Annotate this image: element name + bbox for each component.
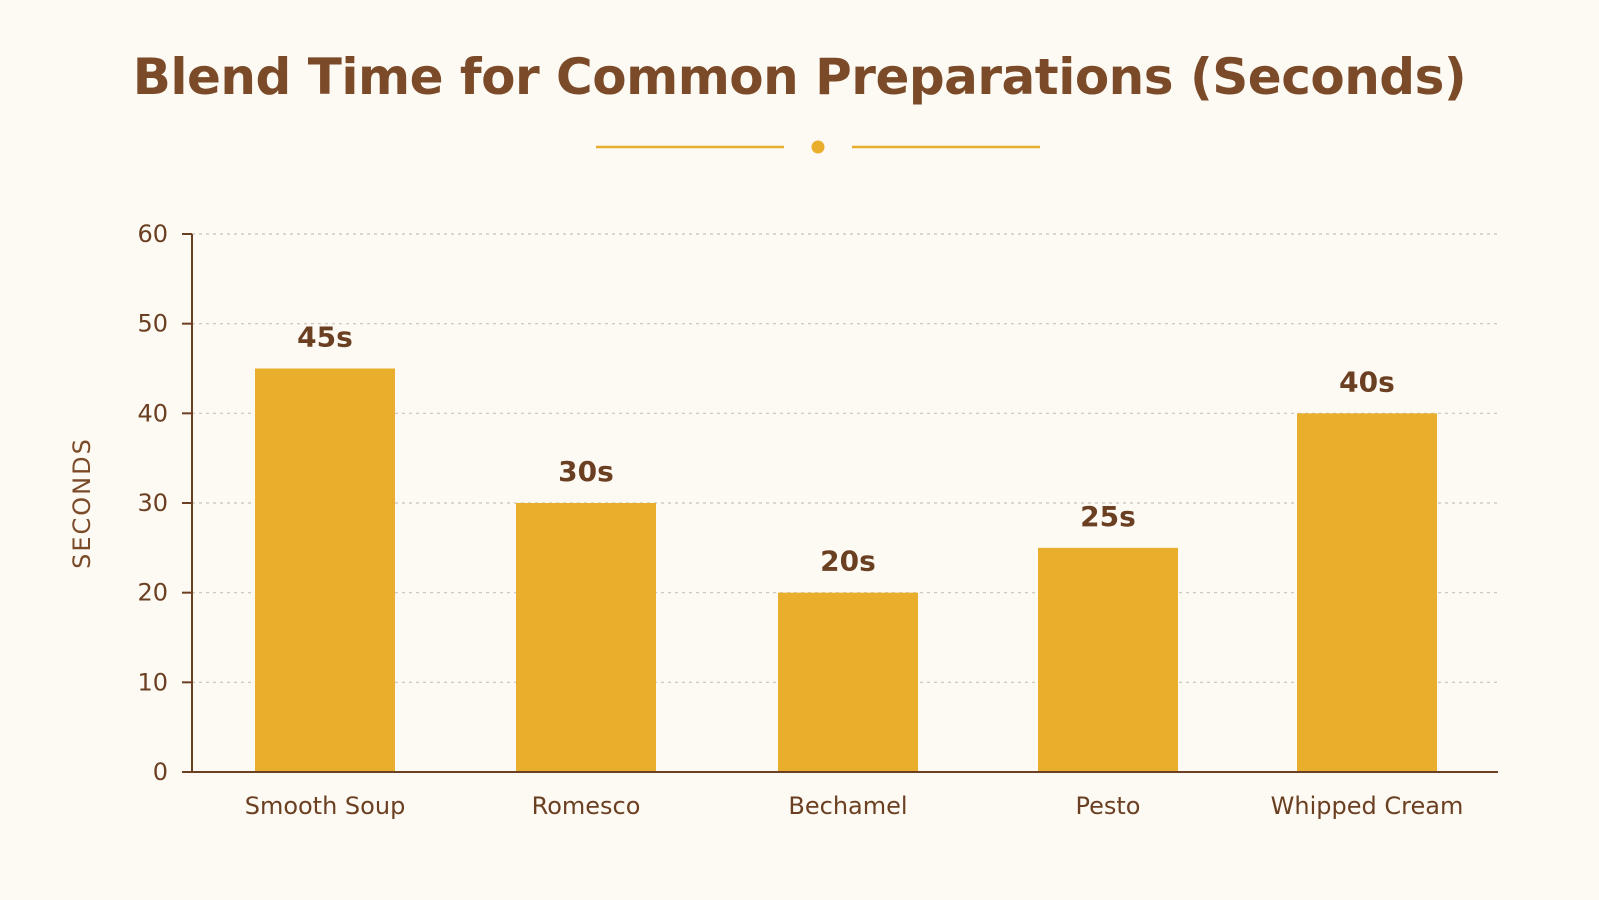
y-tick-label: 20	[137, 579, 168, 607]
y-tick-label: 30	[137, 489, 168, 517]
bar	[516, 503, 656, 772]
bar-value-label: 20s	[820, 545, 876, 578]
axes	[182, 233, 1498, 773]
x-category-label: Romesco	[532, 792, 641, 820]
x-category-label: Smooth Soup	[245, 792, 406, 820]
bar-value-labels: 45s 30s 20s 25s 40s	[297, 321, 1395, 578]
bar	[255, 368, 395, 772]
divider-dot	[811, 140, 825, 154]
bars	[255, 368, 1437, 772]
y-axis-title: SECONDS	[68, 437, 96, 569]
x-category-label: Pesto	[1076, 792, 1141, 820]
bar	[1297, 413, 1437, 772]
x-category-label: Whipped Cream	[1271, 792, 1464, 820]
bar-value-label: 40s	[1339, 365, 1395, 398]
chart-title: Blend Time for Common Preparations (Seco…	[132, 48, 1467, 106]
y-tick-label: 60	[137, 220, 168, 248]
y-tick-label: 50	[137, 310, 168, 338]
bar	[1038, 547, 1178, 772]
x-category-label: Bechamel	[788, 792, 907, 820]
x-category-labels: Smooth Soup Romesco Bechamel Pesto Whipped C…	[245, 792, 1464, 820]
bar-value-label: 25s	[1080, 500, 1136, 533]
y-tick-label: 0	[153, 758, 168, 786]
bar-value-label: 30s	[558, 455, 614, 488]
y-tick-label: 40	[137, 399, 168, 427]
y-tick-label: 10	[137, 668, 168, 696]
bar	[778, 592, 918, 772]
bar-value-label: 45s	[297, 321, 353, 354]
y-tick-labels: 0 10 20 30 40 50 60	[137, 220, 168, 786]
